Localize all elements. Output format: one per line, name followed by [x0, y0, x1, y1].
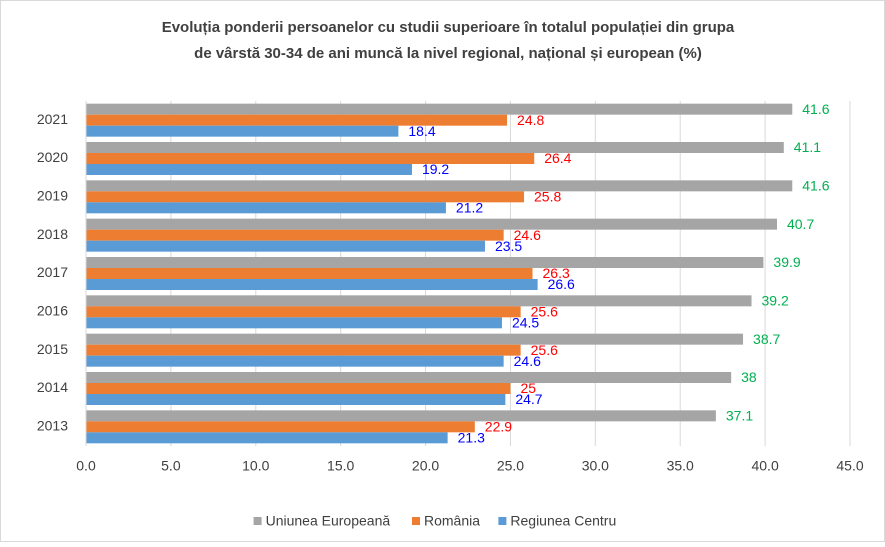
bar: [86, 142, 784, 153]
data-label: 24.6: [514, 227, 541, 243]
bar: [86, 279, 538, 290]
x-tick-label: 0.0: [76, 458, 96, 474]
data-label: 24.7: [515, 391, 542, 407]
data-label: 37.1: [726, 408, 753, 424]
data-label: 22.9: [485, 419, 512, 435]
data-label: 41.6: [802, 178, 829, 194]
bar: [86, 153, 535, 164]
bar: [86, 202, 446, 214]
data-label: 38: [741, 369, 757, 385]
bar: [86, 268, 533, 279]
bar: [86, 191, 525, 203]
legend-swatch: [498, 517, 507, 525]
bar: [86, 164, 412, 175]
x-tick-label: 35.0: [667, 458, 694, 474]
bar: [86, 103, 793, 115]
x-tick-label: 10.0: [242, 458, 269, 474]
data-label: 25.8: [534, 189, 561, 205]
bar: [86, 180, 793, 192]
legend-swatch: [412, 517, 420, 525]
x-tick-label: 15.0: [327, 458, 354, 474]
bar: [86, 421, 475, 433]
data-label: 40.7: [787, 216, 814, 232]
y-tick-label: 2017: [37, 264, 68, 280]
y-tick-label: 2014: [37, 379, 68, 395]
y-tick-label: 2013: [37, 418, 68, 434]
bar: [86, 355, 504, 367]
data-label: 26.4: [544, 150, 571, 166]
y-tick-label: 2019: [37, 188, 68, 204]
data-label: 38.7: [753, 331, 780, 347]
bar: [86, 410, 716, 422]
data-label: 26.3: [543, 265, 570, 281]
legend-label: Uniunea Europeană: [266, 513, 391, 529]
data-label: 21.3: [458, 430, 485, 446]
bar: [86, 218, 777, 230]
data-label: 18.4: [408, 123, 435, 139]
x-tick-label: 40.0: [751, 458, 778, 474]
bar: [86, 432, 448, 444]
bar: [86, 240, 485, 252]
data-label: 41.1: [794, 139, 821, 155]
legend-label: Regiunea Centru: [510, 513, 616, 529]
x-tick-label: 20.0: [412, 458, 439, 474]
bar: [86, 295, 752, 307]
data-label: 26.6: [548, 276, 575, 292]
data-label: 19.2: [422, 161, 449, 177]
bar: [86, 372, 732, 383]
bar: [86, 306, 521, 318]
bar: [86, 229, 504, 241]
bar: [86, 394, 506, 405]
bar: [86, 333, 744, 345]
x-tick-label: 25.0: [497, 458, 524, 474]
data-label: 39.2: [762, 293, 789, 309]
data-label: 25.6: [531, 342, 558, 358]
data-label: 24.5: [512, 315, 539, 331]
bar: [86, 125, 399, 137]
y-tick-label: 2016: [37, 303, 68, 319]
y-tick-label: 2015: [37, 341, 68, 357]
data-label: 39.9: [773, 254, 800, 270]
bar: [86, 114, 508, 126]
bar: [86, 383, 511, 394]
data-label: 25: [520, 380, 536, 396]
y-tick-label: 2021: [37, 111, 68, 127]
legend-swatch: [253, 517, 262, 525]
x-tick-label: 5.0: [161, 458, 181, 474]
data-label: 21.2: [456, 200, 483, 216]
chart-title: Evoluția ponderii persoanelor cu studii …: [162, 19, 735, 36]
bar: [86, 317, 502, 329]
data-label: 24.6: [514, 353, 541, 369]
bar: [86, 344, 521, 356]
data-label: 41.6: [802, 101, 829, 117]
data-label: 23.5: [495, 238, 522, 254]
chart-title: de vârstă 30-34 de ani muncă la nivel re…: [194, 45, 702, 62]
legend-label: România: [424, 513, 480, 529]
data-label: 24.8: [517, 112, 544, 128]
data-label: 25.6: [531, 304, 558, 320]
y-tick-label: 2018: [37, 226, 68, 242]
bar: [86, 257, 764, 268]
y-tick-label: 2020: [37, 149, 68, 165]
x-tick-label: 45.0: [836, 458, 863, 474]
x-tick-label: 30.0: [582, 458, 609, 474]
